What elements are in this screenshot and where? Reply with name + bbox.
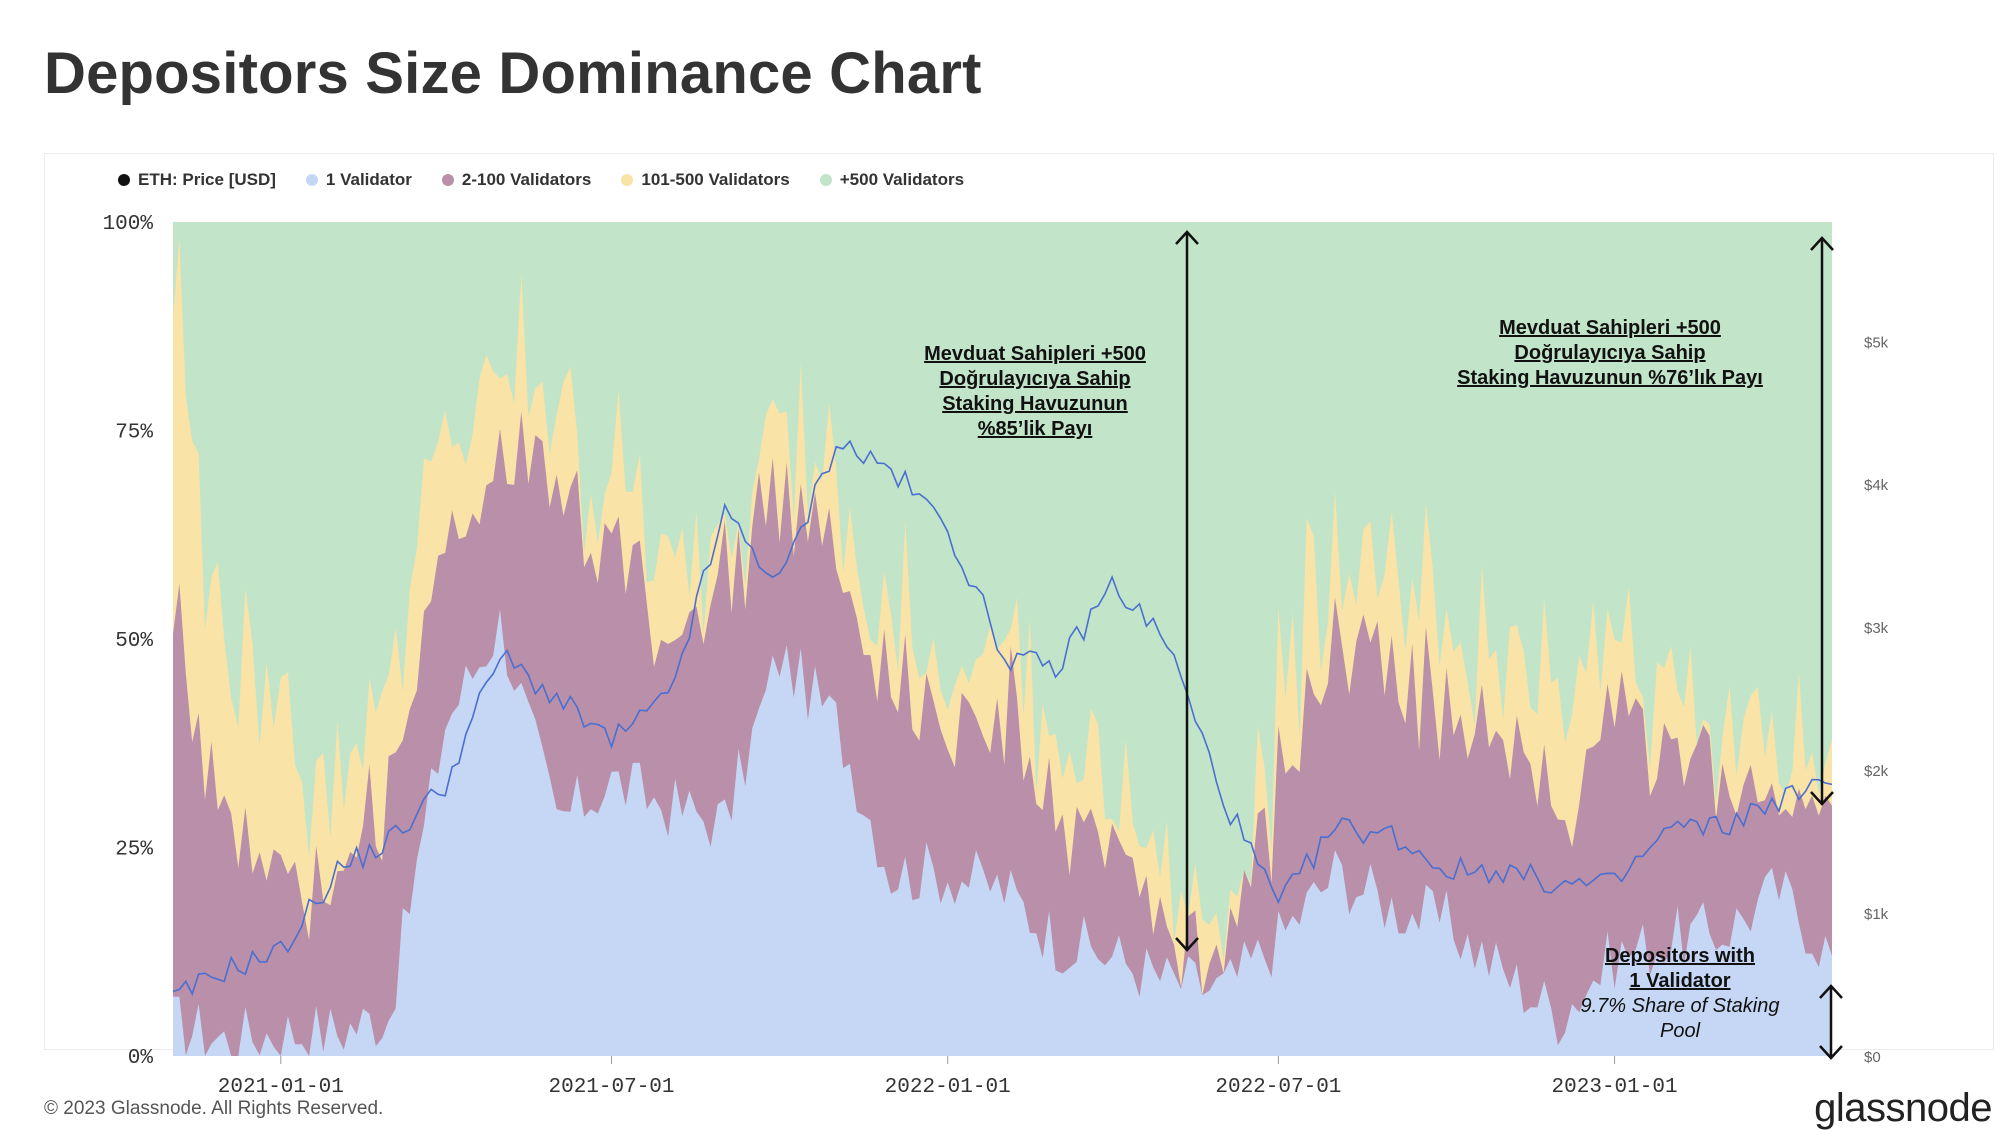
arrow-head-down-icon [1175, 937, 1199, 952]
legend-label: 1 Validator [325, 170, 412, 189]
arrow-right-span [1810, 236, 1834, 806]
x-tick-label: 2021-07-01 [548, 1076, 674, 1099]
legend-dot-icon [441, 174, 454, 186]
legend-label: 2-100 Validators [461, 170, 592, 189]
annotation-line: 1 Validator [1629, 970, 1731, 992]
arrow-left-span [1175, 230, 1199, 952]
legend-item-over-500-validators[interactable]: +500 Validators [819, 170, 965, 190]
page-title: Depositors Size Dominance Chart [44, 41, 982, 106]
legend-item-eth-price[interactable]: ETH: Price [USD] [118, 170, 276, 190]
legend-item-1-validator[interactable]: 1 Validator [305, 170, 412, 190]
x-tick-label: 2021-01-01 [218, 1076, 344, 1099]
y-left-tick-label: 100% [103, 213, 154, 236]
legend-item-101-500-validators[interactable]: 101-500 Validators [621, 170, 790, 190]
x-tick-label: 2023-01-01 [1552, 1076, 1678, 1099]
legend-label: +500 Validators [839, 170, 965, 189]
legend-label: ETH: Price [USD] [138, 170, 276, 189]
annotation-line: Mevduat Sahipleri +500 [1499, 317, 1721, 339]
y-right-tick-label: $5k [1864, 334, 1889, 351]
legend-dot-icon [118, 174, 130, 186]
price-line-group [172, 439, 1833, 997]
legend-dot-icon [305, 174, 318, 186]
annotation-line: 9.7% Share of Staking [1580, 995, 1780, 1017]
right-axis: $0 $1k $2k $3k $4k $5k [1864, 334, 1889, 1066]
left-axis: 0% 25% 50% 75% 100% [103, 213, 154, 1070]
copyright-footer: © 2023 Glassnode. All Rights Reserved. [44, 1098, 384, 1119]
x-tick-label: 2022-01-01 [885, 1076, 1011, 1099]
eth-price-line [172, 439, 1833, 997]
annotation-line: Staking Havuzunun %76’lık Payı [1457, 367, 1763, 389]
arrow-head-down-icon [1819, 1045, 1843, 1060]
annotation-line: Mevduat Sahipleri +500 [924, 343, 1146, 365]
x-tick-label: 2022-07-01 [1215, 1076, 1341, 1099]
arrow-head-down-icon [1810, 791, 1834, 806]
arrow-head-up-icon [1810, 236, 1834, 251]
x-axis: 2021-01-01 2021-07-01 2022-01-01 2022-07-01… [218, 1056, 1678, 1099]
stacked-areas [173, 222, 1832, 1057]
annotation-line: Doğrulayıcıya Sahip [1514, 342, 1706, 364]
annotation-right: Mevduat Sahipleri +500 Doğrulayıcıya Sah… [1430, 316, 1790, 391]
y-right-tick-label: $4k [1864, 477, 1889, 494]
annotation-line: Pool [1659, 1020, 1701, 1042]
annotation-arrows [1175, 230, 1843, 1060]
y-right-tick-label: $1k [1864, 906, 1889, 923]
annotation-bottom: Depositors with 1 Validator 9.7% Share o… [1555, 944, 1805, 1044]
annotation-line: Staking Havuzunun [942, 393, 1128, 415]
y-left-tick-label: 50% [115, 630, 153, 653]
arrow-bottom-span [1819, 984, 1843, 1060]
legend-dot-icon [819, 174, 832, 186]
legend-label: 101-500 Validators [641, 170, 790, 189]
y-left-tick-label: 25% [115, 839, 153, 862]
legend-item-2-100-validators[interactable]: 2-100 Validators [441, 170, 592, 190]
arrow-head-up-icon [1175, 230, 1199, 245]
y-right-tick-label: $0 [1864, 1049, 1881, 1066]
brand-logo[interactable]: glassnode [1814, 1086, 1992, 1130]
annotation-line: Depositors with [1604, 945, 1755, 967]
annotation-line: %85’lik Payı [977, 418, 1093, 440]
y-right-tick-label: $3k [1864, 620, 1889, 637]
chart-legend: ETH: Price [USD] 1 Validator 2-100 Valid… [118, 170, 964, 190]
y-right-tick-label: $2k [1864, 763, 1889, 780]
y-left-tick-label: 0% [128, 1047, 154, 1070]
annotation-line: Doğrulayıcıya Sahip [939, 368, 1131, 390]
arrow-head-up-icon [1819, 984, 1843, 999]
y-left-tick-label: 75% [115, 422, 153, 445]
annotation-left: Mevduat Sahipleri +500 Doğrulayıcıya Sah… [890, 342, 1180, 442]
area-1-validator [173, 609, 1832, 1056]
legend-dot-icon [621, 174, 634, 186]
